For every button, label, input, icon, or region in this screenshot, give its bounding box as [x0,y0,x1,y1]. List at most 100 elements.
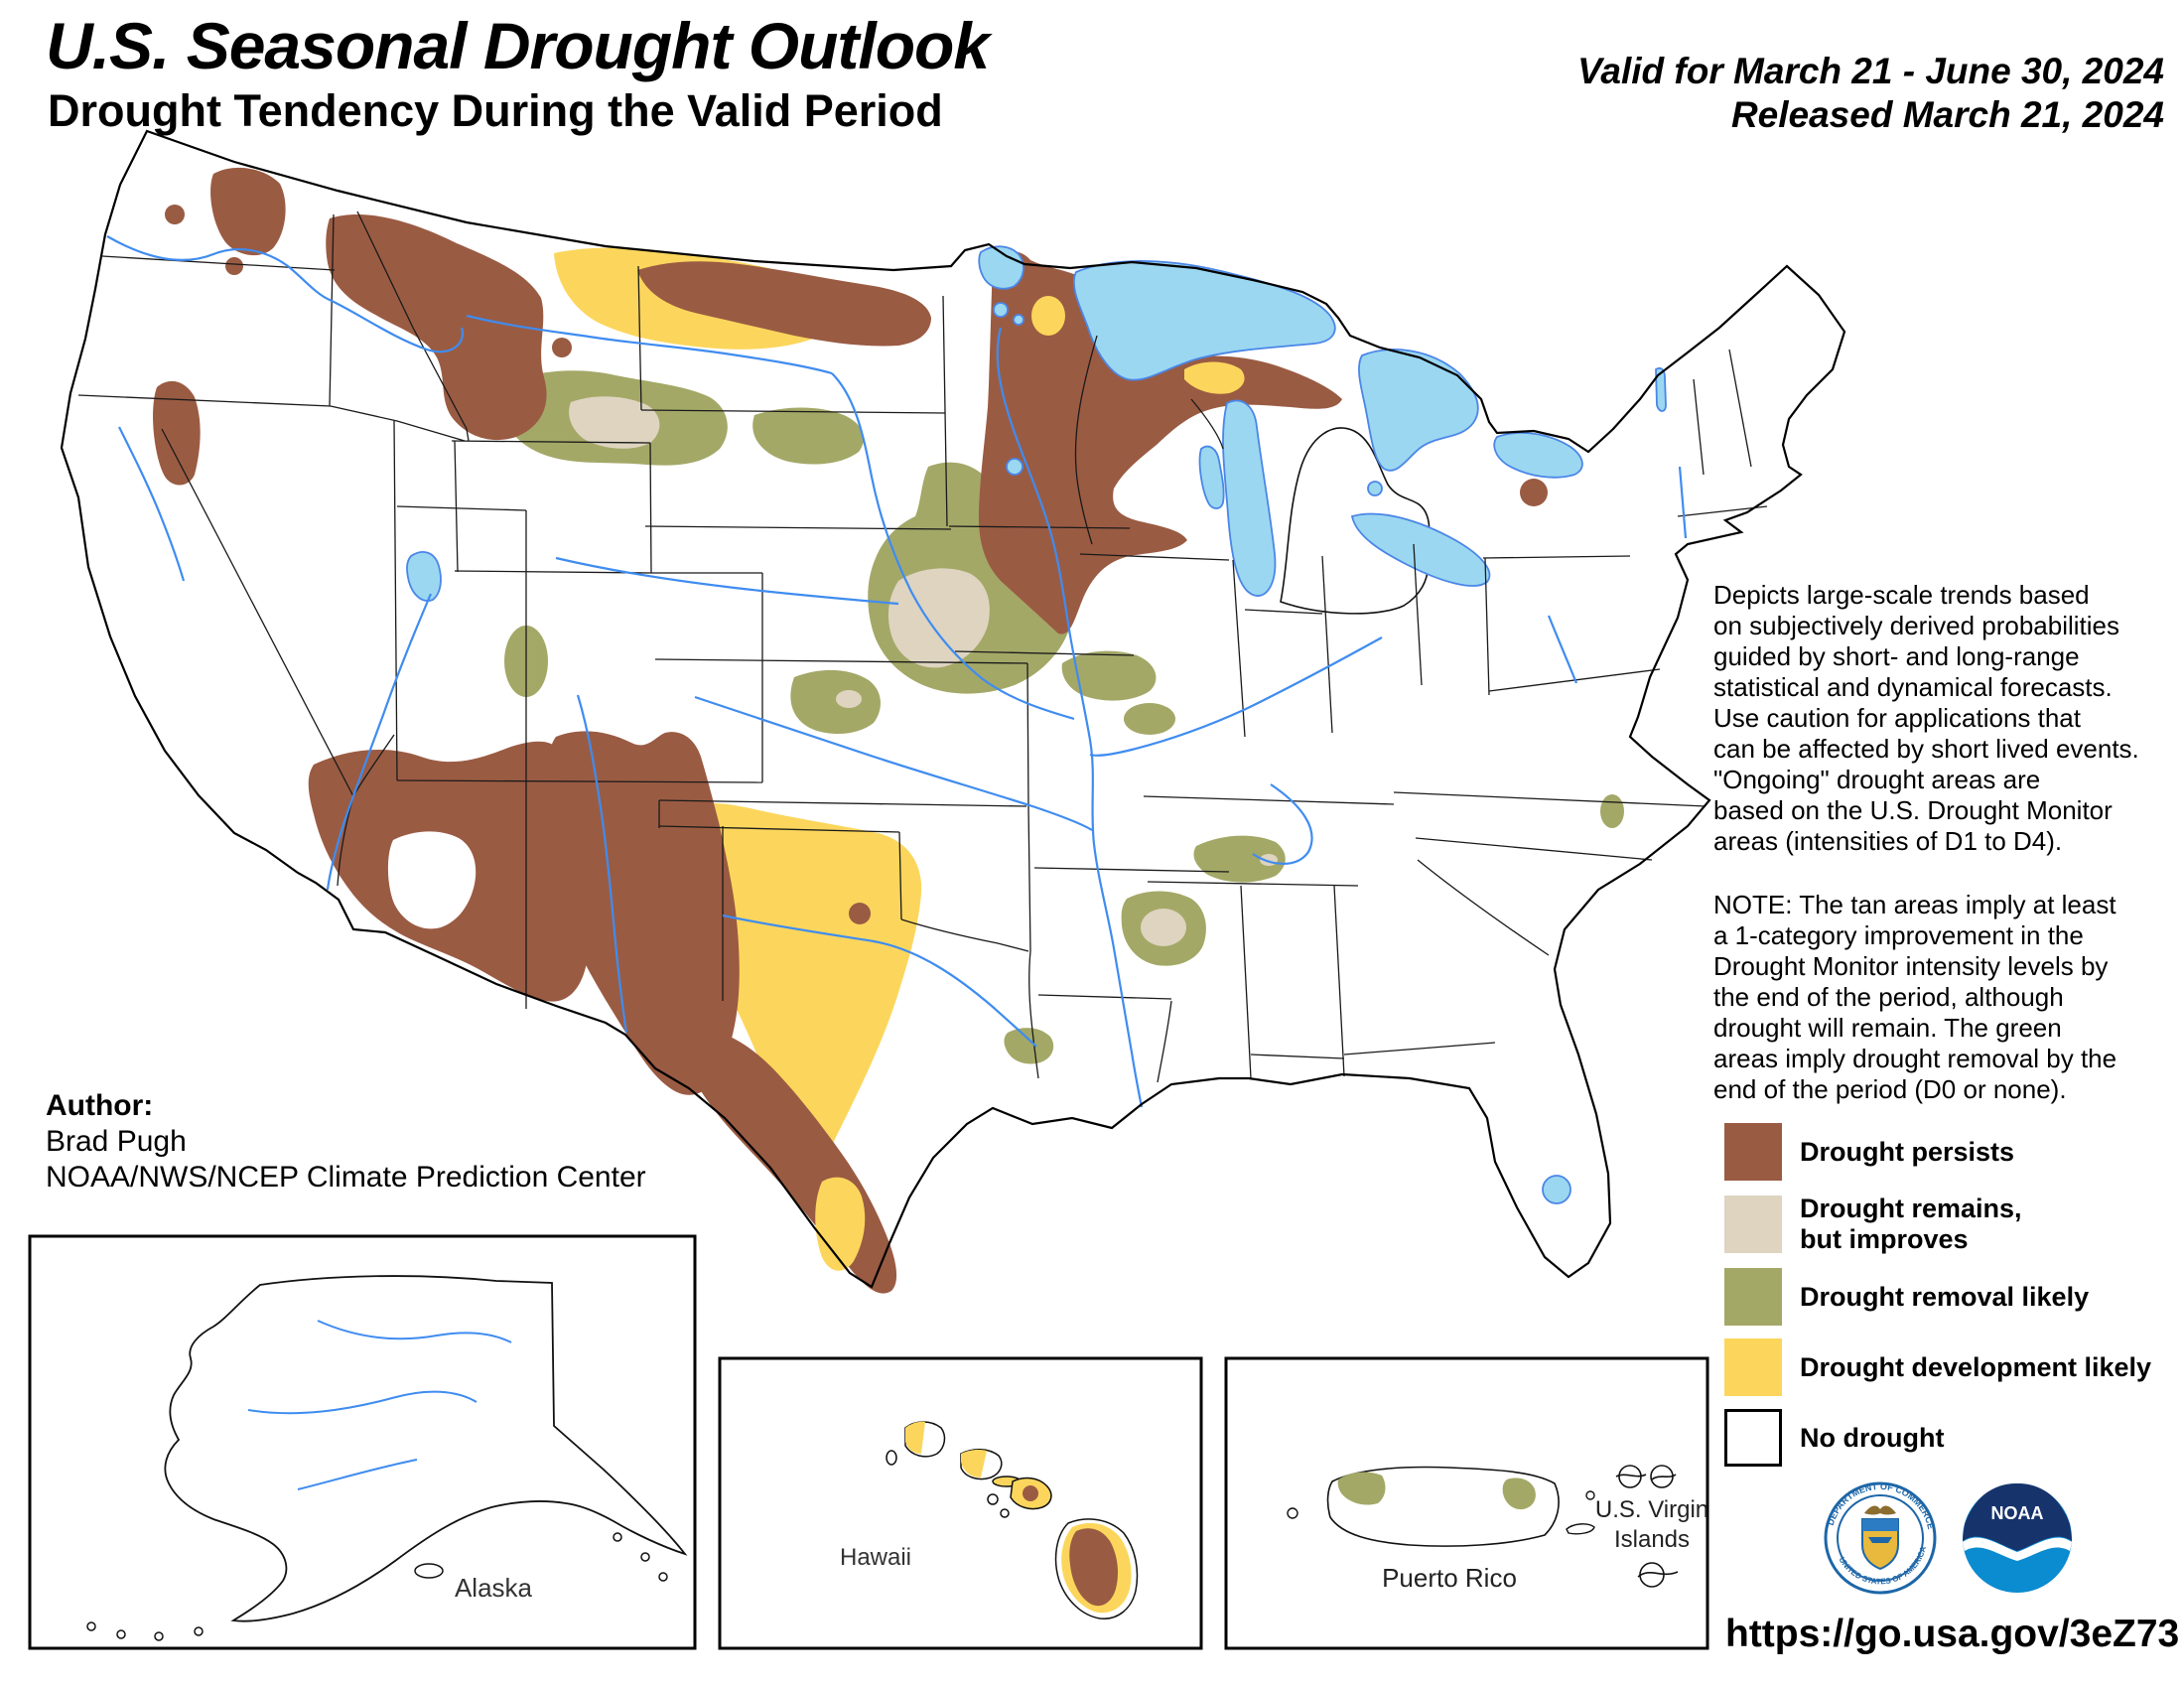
improves-area-iowa [887,568,990,668]
page-title: U.S. Seasonal Drought Outlook [46,9,990,82]
persists-area-washington [210,167,286,256]
logo-noaa: NOAA [1963,1483,2072,1593]
persists-dot-washington-coast [165,205,185,224]
lake-of-the-woods [978,245,1024,290]
lake-superior [1072,260,1336,381]
persists-dot-montana [552,338,572,357]
author-label: Author: [46,1089,154,1122]
removal-area-kansas [790,669,881,735]
persists-area-northdakota-strip [637,261,931,347]
river-tennessee [1252,783,1313,865]
island-niihau [886,1450,897,1466]
lake-michigan [1222,399,1277,597]
doc-shield-icon [1861,1518,1899,1571]
legend-item-persists: Drought persists [1724,1123,2151,1181]
rivers [106,235,1688,1108]
improves-area-arkansas [1141,909,1186,946]
doc-eagle-icon [1864,1505,1896,1515]
alaska-outline [164,1275,688,1622]
great-salt-lake [406,551,442,602]
removal-area-missouri-se [1124,703,1175,735]
persists-dot-newyork [1520,479,1548,506]
island-hawaii-persists [1069,1528,1118,1607]
river-ohio [1089,636,1383,757]
lake-minnesota-1 [993,302,1009,318]
legend-swatch-persists [1724,1123,1782,1181]
removal-area-louisiana [1004,1028,1054,1064]
persists-dot-washington-south [225,257,243,275]
aleutian-islands [86,1532,668,1641]
river-mississippi [996,327,1144,1108]
island-kauai-development [905,1421,925,1454]
puerto-rico-removal-west [1337,1472,1386,1505]
legend-item-no-drought: No drought [1724,1409,2151,1467]
island-maui-persists [1023,1485,1038,1501]
legend-item-improves: Drought remains, but improves [1724,1194,2151,1255]
author-org: NOAA/NWS/NCEP Climate Prediction Center [46,1161,646,1194]
island-mona [1287,1507,1298,1519]
legend-item-development: Drought development likely [1724,1338,2151,1396]
note-text: NOTE: The tan areas imply at least a 1-c… [1713,890,2117,1104]
green-bay [1198,445,1225,509]
legend-label-development: Drought development likely [1800,1351,2152,1382]
inset-alaska: Alaska [28,1234,697,1650]
river-columbia-snake [106,235,465,353]
persists-dot-oklahoma [849,903,871,924]
great-lakes [406,245,1667,1204]
river-platte [555,556,899,606]
lake-st-clair [1367,481,1383,496]
island-vieques [1566,1523,1595,1535]
noaa-logo-dark-top [1963,1483,2072,1551]
region-drought-improves [569,396,1278,946]
removal-area-missouri [1061,650,1157,701]
removal-area-nebraska [973,565,997,583]
puerto-rico-label: Puerto Rico [1382,1563,1517,1593]
usvi-label-line2: Islands [1614,1526,1690,1553]
description-text: Depicts large-scale trends based on subj… [1713,580,2139,856]
improves-area-kansas [836,690,862,708]
island-lanai [987,1493,999,1505]
island-kahoolawe [1000,1508,1010,1518]
legend-label-no-drought: No drought [1800,1422,1945,1453]
page-subtitle: Drought Tendency During the Valid Period [48,85,943,136]
author-name: Brad Pugh [46,1125,187,1158]
river-missouri-upper [466,314,833,375]
lake-minnesota-2 [1013,314,1024,326]
lake-mille-lacs [1006,458,1024,476]
author-block: Author: Brad Pugh NOAA/NWS/NCEP Climate … [46,1088,646,1196]
river-arkansas [694,695,1093,831]
persists-area-oregon [153,380,201,486]
legend-item-removal: Drought removal likely [1724,1268,2151,1326]
conus-outline [60,129,1846,1289]
river-colorado [326,593,433,891]
valid-dates: Valid for March 21 - June 30, 2024 Relea… [1577,51,2164,135]
island-culebra [1585,1490,1595,1500]
removal-area-southdakota [752,407,864,465]
improves-area-montana [569,396,660,449]
river-red [722,914,1037,1048]
puerto-rico-removal-east [1502,1477,1536,1510]
persists-area-newmexico [545,731,740,1095]
persists-area-arizona [308,741,590,1002]
development-area-texas-tip [815,1177,866,1271]
map-legend: Drought persists Drought remains, but im… [1724,1123,2151,1467]
river-susquehanna [1547,615,1578,684]
usvi-station-symbols [1615,1465,1679,1588]
usvi-label-line1: U.S. Virgin [1595,1496,1708,1523]
development-area-minnesota [1031,296,1065,336]
river-rio-grande-upper [576,694,628,1034]
legend-swatch-improves [1724,1196,1782,1253]
legend-label-improves: Drought remains, but improves [1800,1194,2022,1254]
lake-okeechobee [1542,1175,1571,1204]
removal-area-kentucky-tennessee [1193,835,1286,883]
persists-area-idaho-montana [326,214,547,441]
development-area-michigan-up [1184,361,1245,394]
region-drought-development-overlay [815,296,1245,1271]
inset-hawaii: Hawaii [718,1356,1203,1650]
region-drought-persists [153,167,1548,1294]
legend-label-removal: Drought removal likely [1800,1281,2090,1312]
inset-puerto-rico: U.S. Virgin Islands Puerto Rico [1224,1356,1709,1650]
shortlink-url: https://go.usa.gov/3eZ73 [1725,1613,2180,1655]
legend-swatch-development [1724,1338,1782,1396]
island-oahu-development [961,1450,987,1477]
